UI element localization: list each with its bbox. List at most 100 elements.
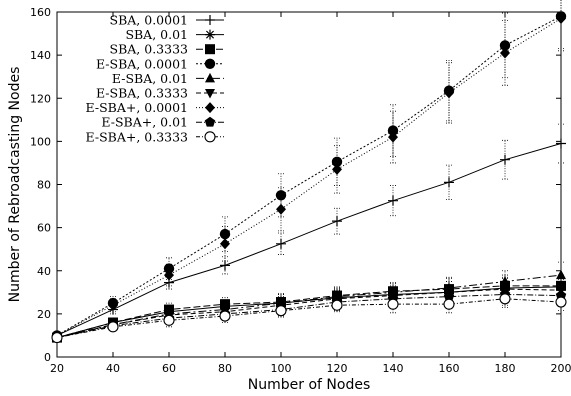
x-tick-label: 140 — [383, 362, 404, 375]
legend-marker — [205, 102, 215, 114]
legend-marker — [205, 15, 215, 25]
legend-marker — [205, 29, 215, 40]
error-bar — [558, 123, 564, 164]
error-bar — [558, 0, 564, 52]
y-tick-label: 80 — [37, 179, 51, 192]
legend-marker — [204, 131, 216, 143]
data-point — [387, 125, 399, 136]
x-tick-label: 40 — [106, 362, 120, 375]
error-bar — [558, 292, 564, 312]
error-bar — [502, 20, 508, 86]
y-tick-label: 20 — [37, 308, 51, 321]
data-point — [499, 293, 511, 305]
y-tick-label: 120 — [30, 92, 51, 105]
data-point — [444, 87, 454, 99]
data-point — [219, 310, 231, 322]
data-point — [164, 269, 174, 281]
legend-label: SBA, 0.0001 — [110, 13, 188, 28]
series-line — [56, 18, 562, 336]
x-tick-label: 100 — [271, 362, 292, 375]
data-point — [331, 156, 343, 168]
error-bar — [334, 145, 340, 194]
data-point — [555, 296, 567, 308]
series-7 — [52, 0, 566, 341]
data-point — [556, 12, 566, 24]
y-axis: 0 20 40 60 80 100 120 140 160 — [30, 6, 561, 364]
legend-label: E-SBA, 0.01 — [112, 71, 188, 86]
error-bar — [502, 139, 508, 180]
series-9 — [51, 289, 567, 344]
x-tick-label: 60 — [162, 362, 176, 375]
error-bar — [502, 289, 508, 308]
series-line — [56, 285, 561, 339]
legend-label: SBA, 0.3333 — [110, 42, 189, 57]
data-point — [556, 269, 566, 280]
series-line — [56, 286, 562, 339]
data-point — [499, 40, 511, 51]
legend-label: E-SBA, 0.0001 — [96, 56, 188, 71]
error-bar — [278, 187, 284, 232]
legend-entry: E-SBA, 0.01 — [112, 71, 224, 86]
y-tick-label: 160 — [30, 6, 51, 19]
data-point — [220, 260, 230, 271]
data-point — [500, 47, 510, 59]
series-line — [56, 274, 562, 339]
data-point — [443, 298, 455, 310]
legend-entry: E-SBA, 0.3333 — [96, 86, 224, 101]
data-point — [443, 291, 455, 302]
error-bar — [222, 256, 228, 275]
error-bar — [446, 295, 452, 314]
data-point — [331, 299, 343, 311]
data-point — [388, 131, 398, 143]
data-point — [500, 154, 510, 165]
x-tick-label: 120 — [327, 362, 348, 375]
error-bar — [278, 173, 284, 218]
legend-entry: E-SBA+, 0.3333 — [85, 129, 224, 144]
legend-label: E-SBA+, 0.0001 — [85, 100, 188, 115]
series-line — [56, 15, 562, 336]
legend-entry: E-SBA+, 0.0001 — [85, 100, 224, 115]
data-point — [51, 332, 63, 344]
legend-marker — [204, 116, 216, 127]
y-axis-title: Number of Rebroadcasting Nodes — [7, 67, 23, 303]
data-point — [220, 238, 230, 250]
legend-entry: SBA, 0.3333 — [110, 42, 224, 57]
legend-marker — [205, 72, 215, 83]
series-line — [56, 143, 562, 336]
data-point — [107, 321, 119, 333]
series-line — [56, 298, 562, 339]
legend-marker — [204, 58, 216, 69]
legend-entry: E-SBA+, 0.01 — [101, 115, 224, 130]
data-point — [276, 203, 286, 215]
series-line — [56, 288, 562, 339]
y-tick-label: 60 — [37, 222, 51, 235]
data-point — [332, 216, 342, 227]
x-tick-label: 180 — [495, 362, 516, 375]
series-8 — [51, 283, 567, 343]
legend-label: E-SBA+, 0.01 — [101, 115, 188, 130]
legend-marker — [205, 89, 215, 99]
data-point — [108, 299, 118, 311]
x-tick-label: 200 — [551, 362, 571, 375]
y-tick-label: 100 — [30, 135, 51, 148]
legend-label: E-SBA+, 0.3333 — [85, 129, 188, 144]
x-tick-label: 80 — [218, 362, 232, 375]
y-tick-label: 0 — [44, 351, 51, 364]
x-tick-label: 160 — [439, 362, 460, 375]
series-2 — [52, 275, 566, 343]
error-bar — [222, 226, 228, 262]
x-tick-label: 20 — [50, 362, 64, 375]
data-point — [332, 163, 342, 175]
series-layer — [51, 0, 567, 344]
data-point — [219, 228, 231, 240]
series-line — [56, 293, 562, 339]
legend-entry: E-SBA, 0.0001 — [96, 56, 224, 71]
legend-marker — [205, 44, 215, 55]
data-point — [163, 314, 175, 326]
legend-entry: SBA, 0.01 — [125, 27, 224, 42]
legend-entry: SBA, 0.0001 — [110, 13, 224, 28]
data-point — [556, 138, 566, 149]
data-point — [444, 177, 454, 188]
data-point — [500, 276, 510, 286]
